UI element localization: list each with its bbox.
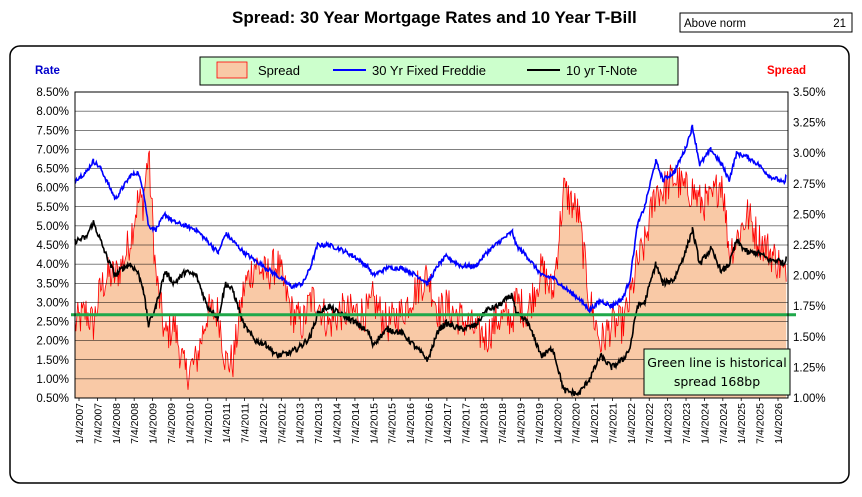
x-tick-label: 1/4/2012 (258, 403, 270, 444)
x-tick-label: 1/4/2020 (552, 403, 564, 444)
x-tick-label: 7/4/2022 (644, 403, 656, 444)
right-tick-label: 1.75% (793, 301, 826, 313)
plot-border (74, 91, 789, 399)
left-tick-label: 3.50% (36, 278, 69, 290)
x-tick-label: 7/4/2016 (424, 403, 436, 444)
x-tick-label: 1/4/2011 (221, 403, 233, 443)
x-tick-label: 7/4/2023 (681, 403, 693, 444)
right-tick-label: 2.00% (793, 271, 826, 283)
right-tick-label: 2.25% (793, 240, 826, 252)
right-axis-ticks: 1.00% 1.25% 1.50% 1.75% 2.00% 2.25% 2.50% 2.75%… (793, 87, 826, 405)
legend: Spread 30 Yr Fixed Freddie 10 yr T-Note (199, 56, 679, 86)
annotation-line-1: Green line is historical (647, 355, 786, 370)
left-tick-label: 8.00% (36, 106, 69, 118)
above-norm-value: 21 (833, 18, 846, 30)
left-tick-label: 1.50% (36, 355, 69, 367)
x-tick-label: 1/4/2008 (111, 403, 123, 444)
x-tick-label: 1/4/2009 (148, 403, 160, 444)
x-tick-label: 1/4/2025 (736, 403, 748, 444)
x-tick-label: 1/4/2022 (626, 403, 638, 444)
left-axis-title: Rate (35, 65, 60, 77)
annotation-line-2: spread 168bp (674, 374, 760, 389)
x-tick-label: 7/4/2015 (387, 403, 399, 444)
left-tick-label: 5.00% (36, 221, 69, 233)
chart-title: Spread: 30 Year Mortgage Rates and 10 Ye… (232, 8, 637, 27)
above-norm-badge (679, 12, 853, 33)
right-tick-label: 3.00% (793, 148, 826, 160)
x-tick-label: 7/4/2024 (718, 403, 730, 444)
left-tick-label: 6.50% (36, 164, 69, 176)
x-axis-ticks: 1/4/2007 7/4/2007 1/4/2008 7/4/2008 1/4/2009… (74, 398, 785, 444)
right-axis-title: Spread (767, 65, 806, 77)
left-tick-label: 4.00% (36, 259, 69, 271)
legend-tnote-label: 10 yr T-Note (566, 63, 637, 78)
x-tick-label: 7/4/2018 (497, 403, 509, 444)
x-tick-label: 7/4/2012 (276, 403, 288, 444)
left-tick-label: 5.50% (36, 202, 69, 214)
x-tick-label: 7/4/2008 (129, 403, 141, 444)
x-tick-label: 7/4/2017 (460, 403, 472, 444)
x-tick-label: 7/4/2013 (313, 403, 325, 444)
legend-box (199, 56, 679, 86)
legend-freddie-label: 30 Yr Fixed Freddie (372, 63, 486, 78)
left-tick-label: 0.50% (36, 393, 69, 405)
left-axis-ticks: 0.50% 1.00% 1.50% 2.00% 2.50% 3.00% 3.50% 4.00%… (36, 87, 69, 405)
x-tick-label: 7/4/2010 (203, 403, 215, 444)
x-tick-label: 7/4/2014 (350, 403, 362, 444)
legend-spread-swatch (216, 61, 248, 79)
right-tick-label: 3.25% (793, 118, 826, 130)
left-tick-label: 7.50% (36, 125, 69, 137)
x-tick-label: 1/4/2013 (295, 403, 307, 444)
right-tick-label: 2.75% (793, 179, 826, 191)
x-tick-label: 1/4/2024 (699, 403, 711, 444)
x-tick-label: 7/4/2019 (534, 403, 546, 444)
left-tick-label: 2.00% (36, 336, 69, 348)
right-tick-label: 3.50% (793, 87, 826, 99)
right-tick-label: 1.25% (793, 362, 826, 374)
x-tick-label: 1/4/2023 (663, 403, 675, 444)
x-tick-label: 1/4/2018 (479, 403, 491, 444)
x-tick-label: 7/4/2020 (571, 403, 583, 444)
right-tick-label: 2.50% (793, 209, 826, 221)
x-tick-label: 1/4/2015 (368, 403, 380, 444)
x-tick-label: 7/4/2011 (240, 403, 252, 443)
annotation: Green line is historical spread 168bp (643, 348, 791, 396)
freddie-line (74, 124, 787, 315)
right-tick-label: 1.00% (793, 393, 826, 405)
above-norm-label: Above norm (684, 18, 746, 30)
right-tick-label: 1.50% (793, 332, 826, 344)
left-tick-label: 4.50% (36, 240, 69, 252)
spread-line (74, 150, 787, 390)
x-tick-label: 1/4/2017 (442, 403, 454, 444)
x-tick-label: 1/4/2021 (589, 403, 601, 444)
left-tick-label: 8.50% (36, 87, 69, 99)
x-tick-label: 7/4/2021 (607, 403, 619, 444)
x-tick-label: 1/4/2019 (515, 403, 527, 444)
x-tick-label: 1/4/2014 (332, 403, 344, 444)
x-tick-label: 1/4/2007 (74, 403, 86, 444)
left-tick-label: 3.00% (36, 297, 69, 309)
x-tick-label: 7/4/2025 (755, 403, 767, 444)
x-tick-label: 1/4/2026 (773, 403, 785, 444)
x-tick-label: 1/4/2010 (184, 403, 196, 444)
x-tick-label: 1/4/2016 (405, 403, 417, 444)
left-tick-label: 2.50% (36, 317, 69, 329)
line-series (71, 124, 796, 398)
x-tick-label: 7/4/2007 (92, 403, 104, 444)
left-tick-label: 1.00% (36, 374, 69, 386)
tnote-line (74, 220, 787, 398)
left-tick-label: 6.00% (36, 183, 69, 195)
annotation-box (643, 348, 791, 396)
x-tick-label: 7/4/2009 (166, 403, 178, 444)
left-tick-label: 7.00% (36, 144, 69, 156)
legend-spread-label: Spread (258, 63, 300, 78)
